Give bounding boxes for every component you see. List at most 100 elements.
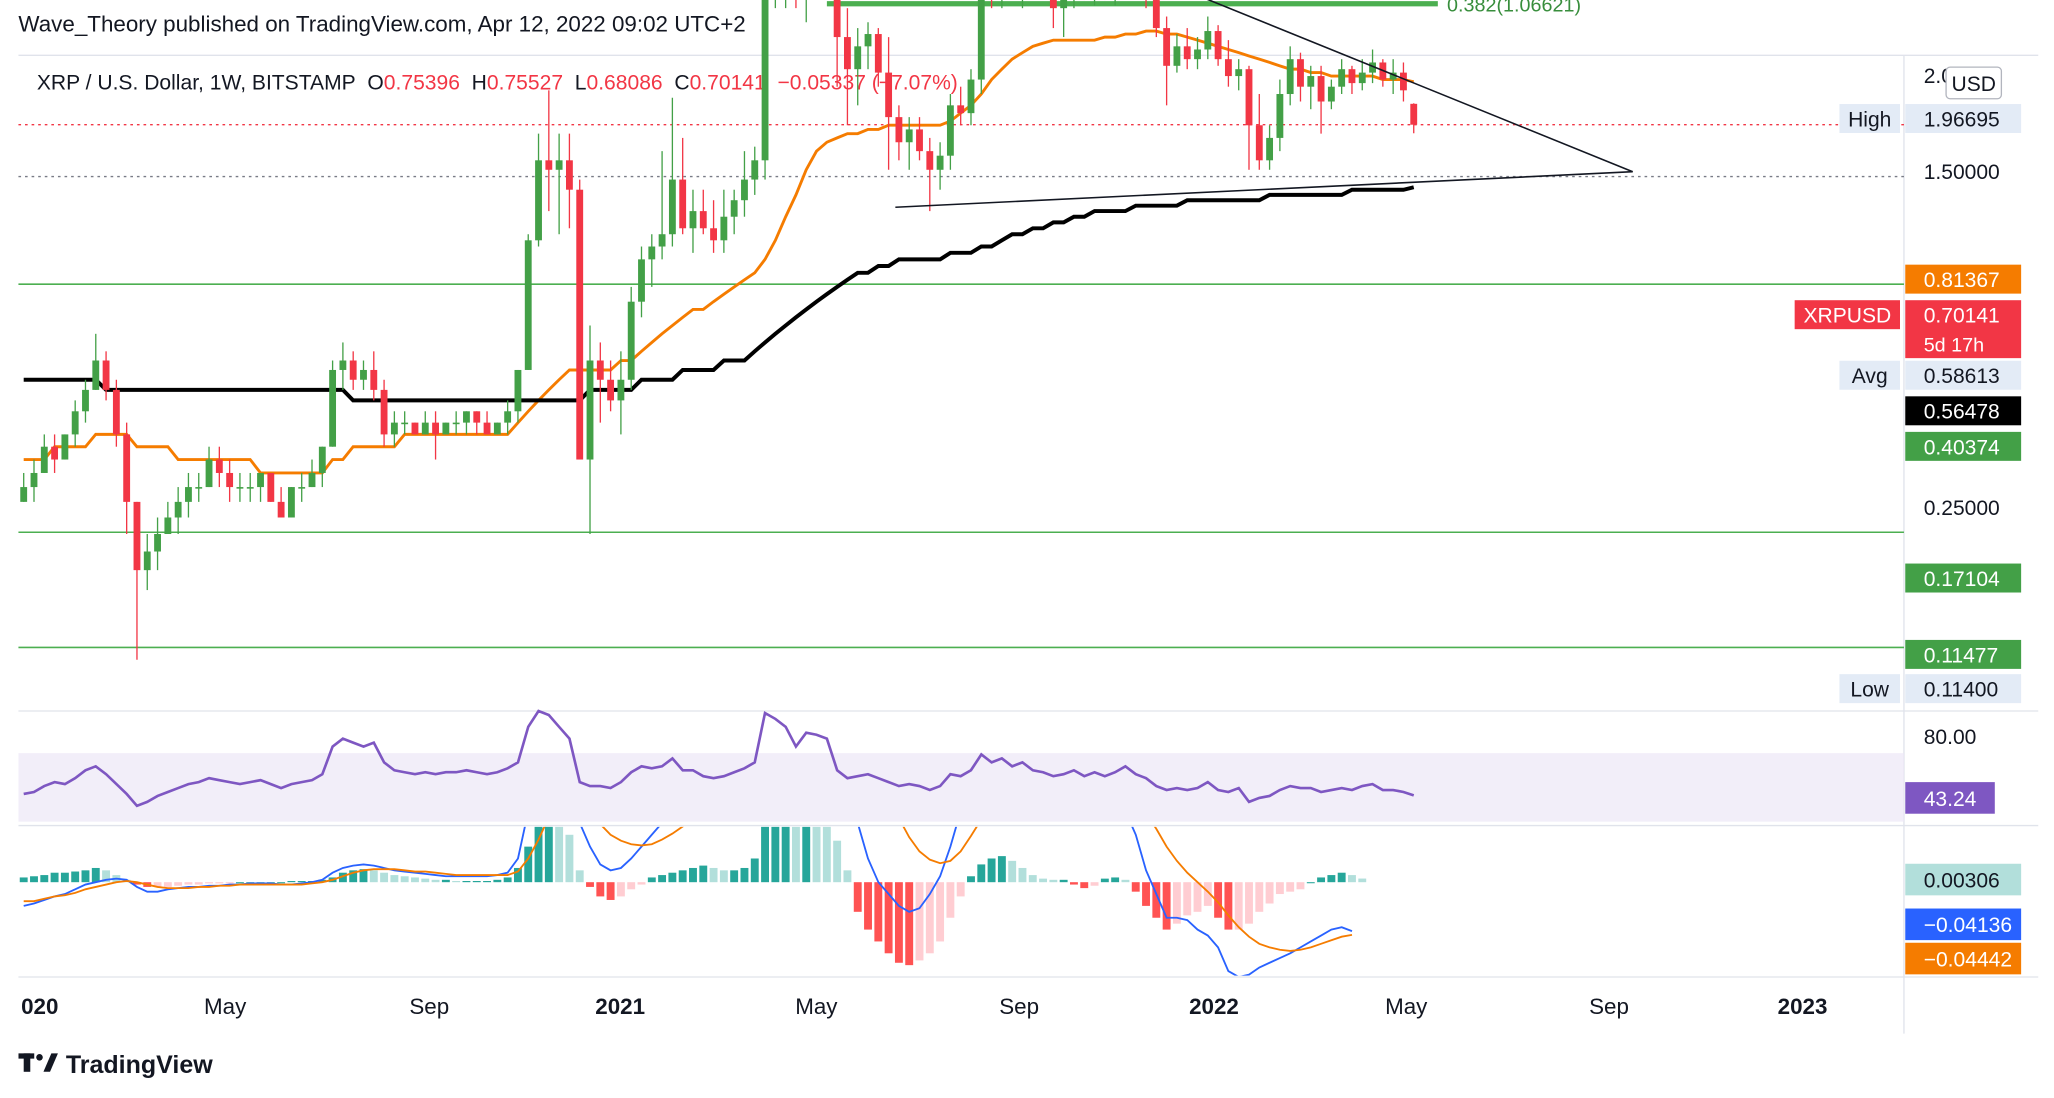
candle-body: [390, 422, 398, 435]
macd-bar-2: [40, 875, 49, 883]
macd-bar-66: [699, 865, 708, 883]
macd-bar-91: [956, 882, 965, 897]
candle-body: [1173, 46, 1181, 66]
candle-body: [195, 487, 203, 489]
candle-109: [1142, 0, 1150, 9]
candle-body: [1348, 69, 1356, 84]
candle-62: [658, 151, 666, 260]
macd-bar-49: [524, 846, 533, 883]
price-tag-bg: [1905, 104, 2022, 133]
candle-54: [576, 179, 584, 460]
candle-92: [967, 69, 975, 126]
candle-39: [421, 411, 429, 435]
macd-bar-36: [390, 875, 399, 883]
candle-128: [1338, 59, 1346, 95]
macd-bar-76: [802, 826, 811, 883]
macd-bar-20: [225, 882, 234, 884]
candle-body: [761, 0, 769, 161]
macd-bar-67: [709, 867, 718, 883]
candle-body: [123, 434, 131, 502]
macd-bar-69: [730, 870, 739, 883]
candle-89: [936, 142, 944, 190]
candle-body: [1389, 72, 1397, 80]
macd-value: −0.04136: [1924, 914, 2012, 937]
macd-bar-87: [915, 882, 924, 961]
candle-21: [236, 472, 244, 502]
candle-115: [1204, 16, 1212, 60]
candle-body: [339, 360, 347, 370]
macd-indicator: [19, 826, 1367, 976]
price-tag-bg: [1905, 431, 2022, 461]
macd-bar-114: [1193, 882, 1202, 912]
candle-body: [1224, 59, 1232, 77]
macd-bar-27: [297, 881, 306, 883]
rsi-value-bg: [1905, 782, 1995, 814]
candle-body: [617, 379, 625, 401]
candle-body: [185, 487, 192, 502]
candle-24: [267, 472, 275, 502]
candle-body: [61, 434, 69, 460]
time-label-5: Sep: [999, 994, 1039, 1019]
macd-value: 0.00306: [1924, 869, 2000, 892]
price-tag-8: 0.25000: [1924, 497, 2000, 520]
macd-value-bg: [1905, 908, 2022, 941]
time-axis: 020 May Sep 2021 May Sep 2022 May Sep 2023: [21, 994, 1827, 1019]
candle-57: [607, 360, 615, 412]
macd-bar-18: [205, 882, 213, 884]
price-tag-bg: [1905, 360, 2022, 390]
candle-body: [154, 534, 161, 552]
candle-body: [1245, 69, 1253, 126]
candle-body: [1286, 59, 1294, 95]
candle-body: [257, 472, 264, 488]
candle-60: [638, 246, 645, 318]
candle-body: [689, 211, 697, 229]
price-tag-11: 0.11400 Low: [1839, 674, 2022, 704]
candle-111: [1163, 16, 1171, 106]
price-tag-5: 0.58613 Avg: [1839, 360, 2022, 390]
candle-body: [1183, 46, 1191, 60]
candle-body: [638, 259, 645, 302]
macd-bar-84: [884, 882, 893, 954]
macd-bar-123: [1286, 882, 1295, 892]
candle-125: [1307, 65, 1315, 110]
candle-13: [154, 517, 161, 571]
candle-body: [627, 301, 635, 380]
macd-bar-75: [791, 826, 800, 883]
brand-name: TradingView: [65, 1052, 213, 1080]
macd-bar-14: [163, 882, 172, 887]
macd-bar-94: [987, 858, 996, 883]
price-tag-value: 0.11477: [1924, 644, 1999, 667]
candle-body: [1307, 76, 1315, 87]
candle-2: [40, 434, 48, 473]
candle-body: [298, 487, 306, 489]
candle-10: [123, 422, 131, 535]
macd-plot: [19, 826, 1367, 976]
candle-100: [1049, 0, 1057, 29]
candle-body: [329, 369, 337, 447]
candle-53: [565, 133, 573, 229]
macd-bar-60: [637, 882, 646, 885]
candle-body: [555, 160, 563, 170]
macd-bar-101: [1059, 879, 1068, 883]
candle-body: [215, 459, 223, 473]
macd-bar-82: [864, 882, 872, 930]
candle-body: [1266, 137, 1274, 161]
price-tag-bg: [1905, 264, 2022, 294]
open-value: 0.75396: [383, 72, 460, 95]
candle-41: [442, 422, 450, 435]
macd-bar-32: [349, 870, 358, 883]
macd-bar-11: [133, 882, 141, 885]
candle-86: [905, 117, 913, 170]
candle-body: [1235, 69, 1243, 77]
candle-102: [1073, 0, 1075, 9]
macd-bar-38: [411, 877, 419, 883]
symbol-title[interactable]: XRP / U.S. Dollar, 1W, BITSTAMP: [36, 72, 356, 95]
candle-26: [287, 487, 295, 518]
price-tag-label: High: [1848, 108, 1891, 131]
macd-value-tag-0: 0.00306: [1905, 863, 2022, 896]
candle-body: [349, 360, 357, 380]
macd-bar-92: [967, 876, 975, 883]
candle-body: [946, 105, 954, 156]
tradingview-brand[interactable]: TradingView: [18, 1051, 213, 1083]
